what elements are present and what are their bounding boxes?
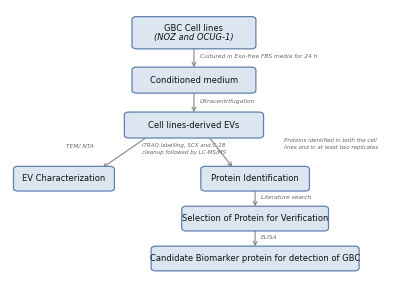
FancyBboxPatch shape [124,112,264,138]
Text: TEM/ NTA: TEM/ NTA [66,144,94,149]
Text: ELISA: ELISA [261,235,277,240]
Text: Cultured in Exo-free FBS media for 24 h: Cultured in Exo-free FBS media for 24 h [200,54,317,59]
Text: Literature search: Literature search [261,196,311,200]
Text: Conditioned medium: Conditioned medium [150,76,238,85]
Text: GBC Cell lines: GBC Cell lines [164,24,224,33]
Text: Ultracentrifugation: Ultracentrifugation [200,99,255,104]
Text: EV Characterization: EV Characterization [22,174,106,183]
Text: Selection of Protein for Verification: Selection of Protein for Verification [182,214,328,223]
Text: Proteins identified in both the cell
lines and in at least two replicates: Proteins identified in both the cell lin… [284,138,378,150]
FancyBboxPatch shape [182,206,328,231]
Text: Cell lines-derived EVs: Cell lines-derived EVs [148,121,240,130]
FancyBboxPatch shape [151,246,359,271]
FancyBboxPatch shape [132,67,256,93]
FancyBboxPatch shape [132,17,256,49]
Text: Candidate Biomarker protein for detection of GBC: Candidate Biomarker protein for detectio… [150,254,360,263]
FancyBboxPatch shape [201,166,310,191]
FancyBboxPatch shape [14,166,114,191]
Text: iTRAQ labelling, SCX and C-18
cleanup followed by LC-MS/MS: iTRAQ labelling, SCX and C-18 cleanup fo… [142,143,226,155]
Text: (NOZ and OCUG-1): (NOZ and OCUG-1) [154,33,234,42]
Text: Protein Identification: Protein Identification [211,174,299,183]
